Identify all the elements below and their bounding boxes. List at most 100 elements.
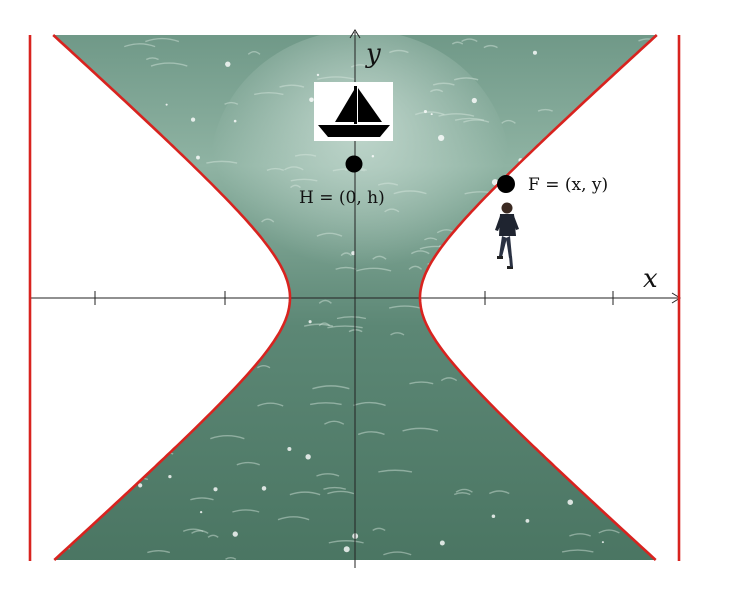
water-ripple [562, 129, 583, 134]
water-ripple [410, 250, 430, 255]
water-ripple [324, 420, 345, 425]
water-ripple [350, 64, 370, 68]
water-ripple [455, 488, 473, 493]
water-ripple [192, 308, 220, 313]
water-sparkle [60, 337, 66, 344]
water-ripple [644, 304, 656, 309]
water-ripple [378, 469, 413, 473]
water-ripple [561, 549, 594, 553]
water-ripple [133, 124, 152, 128]
water-sparkle [175, 210, 180, 215]
x-axis-label: x [643, 264, 658, 294]
water-sparkle [64, 214, 70, 220]
water-sparkle [235, 371, 241, 377]
water-sparkle [72, 216, 78, 222]
water-sparkle [548, 334, 555, 341]
water-ripple [261, 218, 275, 223]
water-sparkle [532, 50, 538, 55]
water-sparkle [557, 351, 560, 354]
water-ripple [453, 77, 479, 81]
water-ripple [190, 497, 214, 501]
water-ripple [84, 120, 98, 125]
water-ripple [124, 412, 152, 418]
water-ripple [69, 251, 100, 256]
water-sparkle [309, 97, 314, 103]
water-ripple [637, 194, 657, 199]
water-sparkle [184, 178, 191, 185]
water-ripple [388, 305, 421, 309]
water-ripple [552, 357, 579, 361]
water-sparkle [437, 134, 445, 142]
water-ripple [115, 268, 153, 272]
water-sparkle [196, 155, 200, 160]
water-ripple [586, 251, 608, 256]
water-ripple [229, 237, 266, 242]
water-ripple [390, 332, 405, 336]
water-ripple [266, 167, 285, 171]
water-ripple [213, 341, 229, 345]
water-sparkle [525, 518, 530, 523]
water-sparkle [225, 61, 231, 67]
water-ripple [600, 386, 622, 391]
water-sparkle [165, 103, 168, 106]
water-ripple [175, 241, 205, 246]
water-ripple [652, 80, 657, 84]
water-ripple [372, 527, 386, 532]
water-ripple [453, 492, 471, 496]
water-ripple [318, 322, 331, 327]
water-ripple [224, 101, 239, 105]
water-ripple [206, 160, 238, 164]
water-ripple [353, 401, 386, 407]
water-sparkle [232, 531, 238, 537]
water-sparkle [491, 514, 496, 519]
water-ripple [207, 534, 219, 538]
water-ripple [125, 154, 149, 158]
water-sparkle [439, 540, 445, 546]
water-sparkle [206, 231, 210, 236]
water-ripple [191, 530, 209, 534]
water-ripple [104, 273, 137, 277]
water-ripple [279, 84, 305, 88]
water-sparkle [233, 119, 237, 123]
water-ripple [623, 484, 656, 489]
water-sparkle [127, 406, 133, 412]
y-axis-label: y [365, 39, 381, 69]
water-ripple [438, 113, 475, 117]
water-sparkle [305, 454, 311, 460]
hyperbola-left-branch [52, 34, 292, 561]
water-ripple [115, 197, 138, 203]
water-ripple [199, 283, 213, 288]
water-sparkle [138, 483, 143, 488]
water-ripple [545, 251, 559, 255]
water-sparkle [190, 117, 196, 122]
water-ripple [145, 57, 159, 61]
water-sparkle [567, 499, 574, 505]
water-ripple [195, 288, 209, 292]
water-ripple [335, 266, 357, 270]
water-ripple [91, 112, 106, 116]
water-ripple [383, 551, 412, 556]
water-ripple [357, 431, 385, 436]
water-ripple [432, 82, 455, 86]
water-ripple [424, 237, 438, 241]
water-ripple [310, 402, 342, 406]
water-sparkle [587, 354, 590, 358]
water-ripple [58, 329, 89, 334]
boat-icon [314, 82, 393, 141]
water-ripple [213, 220, 234, 225]
water-ripple [491, 369, 510, 374]
water-sparkle [423, 109, 428, 114]
water-ripple [165, 312, 186, 316]
water-ripple [372, 255, 387, 260]
water-ripple [156, 195, 169, 199]
point-f-label: F = (x, y) [528, 175, 608, 195]
hyperbola-right-branch [418, 34, 658, 561]
water-ripple [348, 329, 363, 333]
water-sparkle [429, 321, 434, 326]
water-ripple [429, 89, 444, 93]
water-ripple [340, 252, 352, 257]
water-sparkle [650, 46, 655, 51]
water-ripple [619, 358, 653, 363]
water-ripple [531, 397, 548, 401]
